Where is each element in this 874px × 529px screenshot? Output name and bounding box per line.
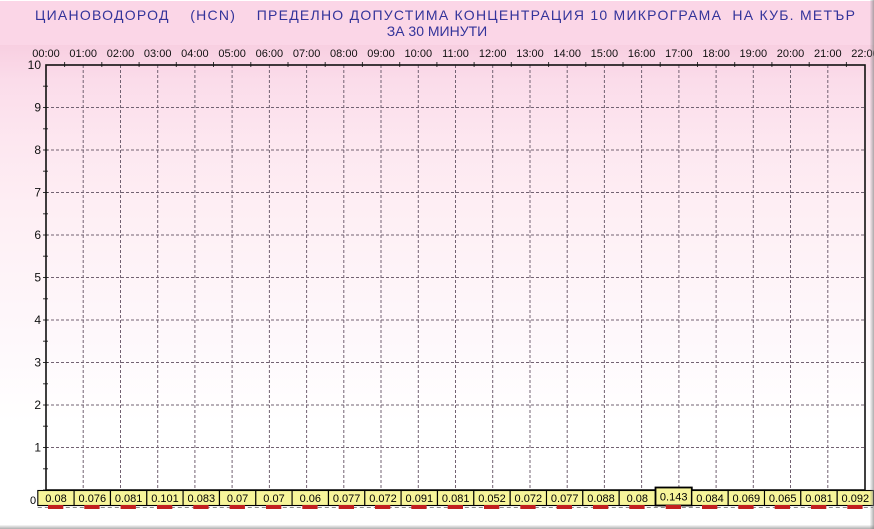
svg-text:0.143: 0.143 [660,492,688,504]
svg-text:8: 8 [34,143,41,157]
svg-text:19:00: 19:00 [740,48,768,60]
svg-text:6: 6 [34,228,41,242]
svg-text:0.052: 0.052 [478,493,506,505]
svg-text:0.077: 0.077 [551,493,579,505]
svg-text:13:00: 13:00 [516,48,544,60]
svg-text:0.081: 0.081 [115,493,143,505]
svg-text:0.081: 0.081 [805,493,833,505]
svg-text:21:00: 21:00 [814,48,842,60]
svg-text:0.081: 0.081 [442,493,470,505]
svg-text:0.083: 0.083 [188,493,216,505]
svg-text:18:00: 18:00 [702,48,730,60]
svg-text:0.08: 0.08 [45,493,66,505]
svg-text:11:00: 11:00 [442,48,469,60]
svg-text:0.06: 0.06 [300,493,321,505]
svg-text:1: 1 [34,441,41,455]
svg-text:20:00: 20:00 [777,48,805,60]
svg-text:7: 7 [34,186,41,200]
svg-text:02:00: 02:00 [107,48,135,60]
svg-text:0.07: 0.07 [263,493,284,505]
svg-text:4: 4 [34,313,41,327]
svg-text:05:00: 05:00 [218,48,246,60]
svg-text:04:00: 04:00 [181,48,209,60]
svg-text:06:00: 06:00 [256,48,284,60]
svg-text:0.072: 0.072 [369,493,397,505]
svg-text:03:00: 03:00 [144,48,172,60]
svg-text:0.065: 0.065 [769,493,797,505]
svg-text:07:00: 07:00 [293,48,321,60]
svg-text:16:00: 16:00 [628,48,656,60]
svg-text:15:00: 15:00 [591,48,619,60]
svg-text:00:00: 00:00 [32,48,60,60]
svg-text:08:00: 08:00 [330,48,358,60]
svg-text:0.07: 0.07 [227,493,248,505]
svg-text:0.092: 0.092 [842,493,870,505]
svg-text:09:00: 09:00 [367,48,395,60]
svg-text:10: 10 [28,58,42,72]
svg-text:0.088: 0.088 [587,493,615,505]
svg-text:0.069: 0.069 [733,493,761,505]
svg-text:3: 3 [34,356,41,370]
svg-text:9: 9 [34,101,41,115]
svg-text:0.101: 0.101 [151,493,179,505]
svg-text:0: 0 [30,495,36,507]
svg-text:2: 2 [34,398,41,412]
svg-text:0.077: 0.077 [333,493,361,505]
svg-text:12:00: 12:00 [479,48,507,60]
svg-text:0.091: 0.091 [406,493,434,505]
svg-text:5: 5 [34,271,41,285]
svg-text:14:00: 14:00 [553,48,581,60]
svg-text:0.084: 0.084 [696,493,724,505]
svg-text:01:00: 01:00 [69,48,97,60]
svg-text:0.076: 0.076 [79,493,107,505]
svg-text:0.072: 0.072 [515,493,543,505]
svg-text:0.08: 0.08 [627,493,648,505]
svg-text:10:00: 10:00 [405,48,433,60]
svg-text:17:00: 17:00 [665,48,693,60]
